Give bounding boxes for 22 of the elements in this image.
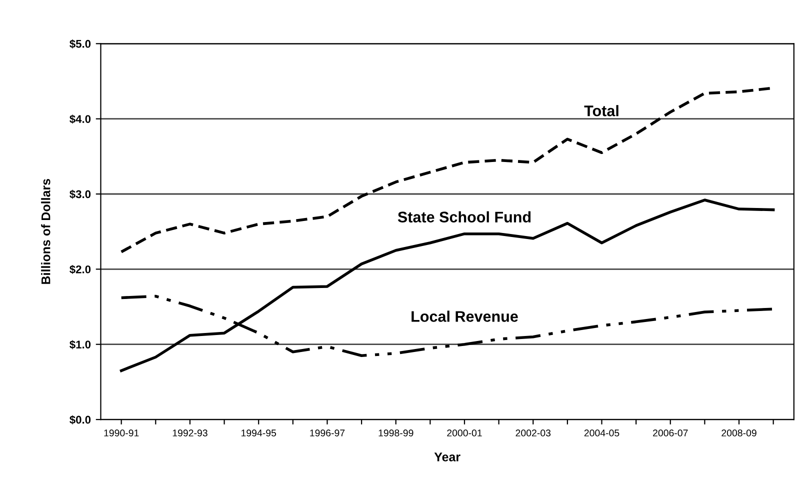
x-tick-label: 1990-91 bbox=[104, 430, 139, 436]
x-tick-label: 2002-03 bbox=[516, 430, 551, 436]
x-tick-label: 2004-05 bbox=[584, 430, 620, 436]
x-tick-label: 1996-97 bbox=[310, 430, 345, 436]
x-tick-label: 2000-01 bbox=[447, 430, 482, 436]
x-tick-label: 2008-09 bbox=[722, 430, 756, 436]
line-series bbox=[120, 198, 775, 372]
x-tick-label: 2006-07 bbox=[653, 430, 688, 436]
y-axis-title: Billions of Dollars bbox=[41, 178, 50, 284]
series-label: State School Fund bbox=[398, 211, 531, 222]
y-tick-label: $1.0 bbox=[70, 340, 91, 350]
y-tick-label: $4.0 bbox=[70, 114, 91, 124]
series-label: Total bbox=[584, 105, 618, 116]
x-tick-label: 1998-99 bbox=[378, 430, 414, 436]
y-tick-label: $2.0 bbox=[70, 264, 91, 274]
x-tick-label: 1994-95 bbox=[242, 430, 276, 436]
x-tick-label: 1992-93 bbox=[172, 430, 208, 436]
series-label: Local Revenue bbox=[412, 310, 518, 322]
y-tick-label: $3.0 bbox=[70, 190, 91, 199]
y-tick-label: $5.0 bbox=[70, 39, 91, 48]
x-axis-title: Year bbox=[434, 452, 460, 462]
y-tick-label: $0.0 bbox=[70, 415, 91, 424]
